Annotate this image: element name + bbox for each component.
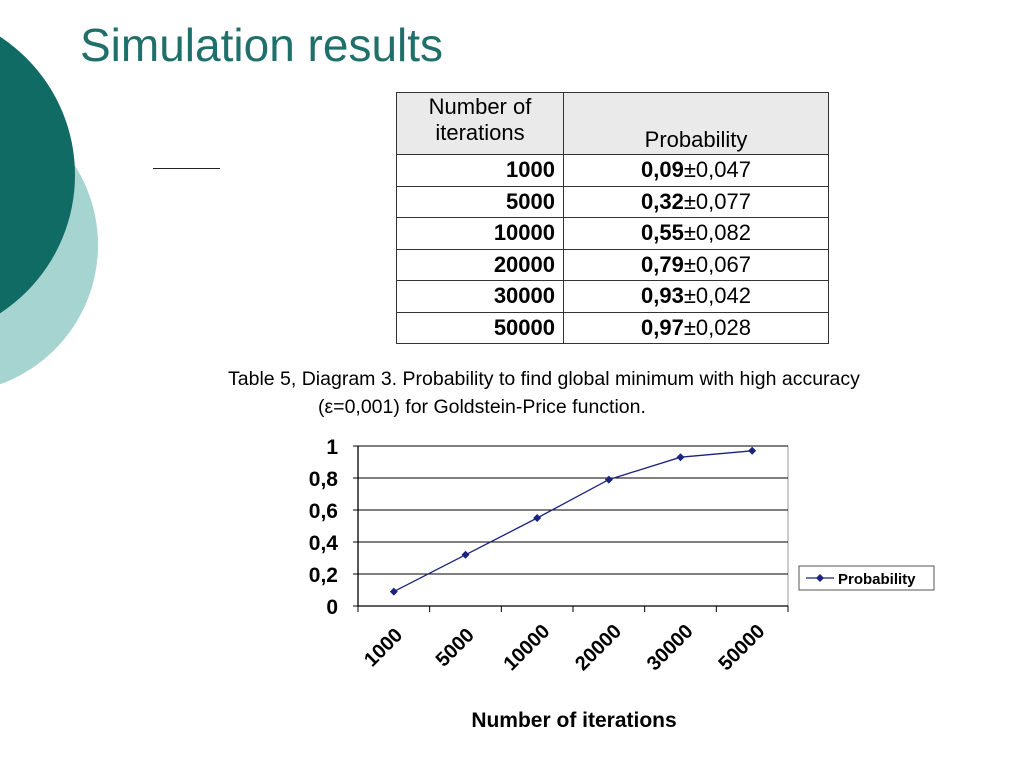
plus-minus-symbol: ± — [683, 283, 696, 309]
y-tick-label: 0,6 — [309, 500, 338, 523]
data-point — [604, 475, 613, 484]
cell-probability: 0,79±0,067 — [563, 248, 829, 281]
probability-mean: 0,32 — [641, 188, 684, 214]
slide-title: Simulation results — [80, 19, 444, 71]
probability-mean: 0,09 — [641, 157, 684, 183]
table-row: 30000 0,93±0,042 — [396, 280, 829, 313]
probability-error: 0,067 — [695, 251, 751, 277]
x-tick-label: 30000 — [643, 620, 698, 675]
table-header-row: Number of iterations Probability — [396, 92, 829, 155]
x-tick-label: 50000 — [714, 620, 769, 675]
data-point — [461, 550, 470, 559]
plus-minus-symbol: ± — [683, 251, 696, 277]
data-point — [676, 453, 685, 462]
header-probability: Probability — [563, 92, 829, 155]
cell-iterations: 20000 — [396, 248, 564, 281]
x-tick-label: 5000 — [432, 624, 479, 671]
probability-error: 0,082 — [695, 220, 751, 246]
plot-area — [357, 445, 789, 607]
probability-error: 0,028 — [695, 314, 751, 340]
cell-iterations: 10000 — [396, 217, 564, 250]
plus-minus-symbol: ± — [683, 188, 696, 214]
probability-mean: 0,93 — [641, 283, 684, 309]
table-caption: Table 5, Diagram 3. Probability to find … — [228, 365, 988, 421]
divider-line — [153, 168, 220, 169]
y-tick-label: 0 — [326, 596, 338, 619]
data-point — [533, 514, 542, 522]
table-row: 50000 0,97±0,028 — [396, 311, 829, 344]
series-line-probability — [393, 450, 753, 593]
x-axis-label: Number of iterations — [471, 709, 676, 732]
probability-mean: 0,97 — [641, 314, 684, 340]
data-point — [389, 587, 398, 596]
probability-mean: 0,55 — [641, 220, 684, 246]
x-tick-label: 20000 — [571, 620, 626, 675]
caption-line-1: Table 5, Diagram 3. Probability to find … — [228, 368, 860, 390]
x-tick-label: 1000 — [360, 624, 407, 671]
x-tick-label: 10000 — [499, 620, 554, 675]
table-body: 1000 0,09±0,047 5000 0,32±0,077 10000 0,55±0,… — [396, 154, 829, 344]
table-row: 1000 0,09±0,047 — [396, 154, 829, 187]
caption-line-2: (ε=0,001) for Goldstein-Price function. — [318, 396, 646, 418]
y-tick-label: 0,4 — [309, 532, 339, 555]
cell-iterations: 50000 — [396, 311, 564, 344]
probability-mean: 0,79 — [641, 251, 684, 277]
legend-label: Probability — [838, 571, 916, 588]
probability-error: 0,042 — [695, 283, 751, 309]
decorative-circles — [0, 36, 98, 385]
data-point — [748, 446, 757, 455]
cell-iterations: 1000 — [396, 154, 564, 187]
table-row: 10000 0,55±0,082 — [396, 217, 829, 250]
probability-error: 0,047 — [695, 157, 751, 183]
cell-probability: 0,97±0,028 — [563, 311, 829, 344]
y-tick-label: 0,8 — [309, 468, 339, 491]
y-tick-label: 1 — [326, 436, 338, 459]
header-iterations: Number of iterations — [396, 92, 564, 155]
results-table: Number of iterations Probability 1000 0,0… — [396, 92, 829, 344]
plus-minus-symbol: ± — [683, 220, 696, 246]
plus-minus-symbol: ± — [683, 157, 696, 183]
table-row: 20000 0,79±0,067 — [396, 248, 829, 281]
legend-marker — [816, 574, 824, 582]
cell-probability: 0,32±0,077 — [563, 185, 829, 218]
cell-probability: 0,09±0,047 — [563, 154, 829, 187]
cell-probability: 0,55±0,082 — [563, 217, 829, 250]
probability-error: 0,077 — [695, 188, 751, 214]
dark-teal-circle — [0, 36, 75, 314]
y-tick-label: 0,2 — [309, 564, 338, 587]
plus-minus-symbol: ± — [683, 314, 696, 340]
